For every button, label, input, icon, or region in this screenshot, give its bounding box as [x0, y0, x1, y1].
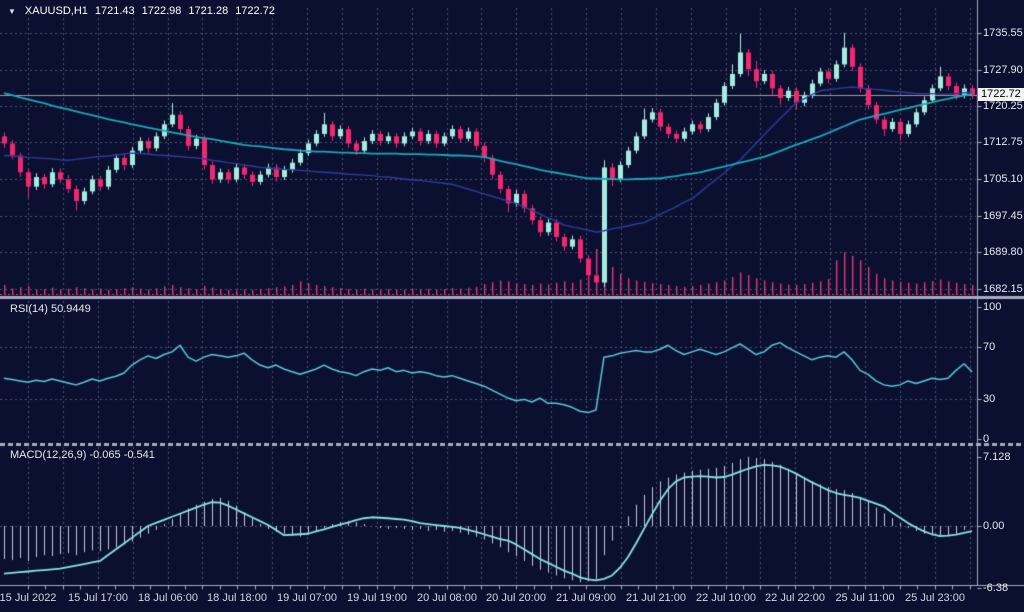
- ohlc-low: 1721.28: [188, 5, 229, 17]
- chevron-down-icon[interactable]: ▼: [8, 6, 16, 16]
- rsi-axis-label: 100: [983, 301, 1002, 313]
- time-axis-label: 19 Jul 07:00: [277, 592, 337, 604]
- time-axis-label: 25 Jul 11:00: [835, 592, 895, 604]
- rsi-axis-label: 0: [983, 433, 990, 445]
- chart-header: ▼ XAUUSD,H1 1721.43 1722.98 1721.28 1722…: [8, 5, 275, 17]
- macd-axis-label: 0.00: [983, 520, 1005, 532]
- ohlc-open: 1721.43: [94, 5, 135, 17]
- price-axis-label: 1689.80: [983, 246, 1023, 258]
- price-axis-label: 1697.45: [983, 210, 1023, 222]
- time-axis-label: 21 Jul 09:00: [556, 592, 616, 604]
- time-axis-label: 19 Jul 19:00: [347, 592, 407, 604]
- time-axis-label: 25 Jul 23:00: [905, 592, 965, 604]
- price-axis-label: 1735.55: [983, 27, 1023, 39]
- rsi-axis-label: 30: [983, 393, 996, 405]
- ohlc-high: 1722.98: [141, 5, 182, 17]
- rsi-axis-label: 70: [983, 341, 996, 353]
- time-axis-label: 15 Jul 2022: [0, 592, 57, 604]
- price-axis-label: 1682.15: [983, 283, 1023, 295]
- price-axis-label: 1705.10: [983, 173, 1023, 185]
- price-axis-label: 1712.75: [983, 136, 1023, 148]
- price-axis-label: 1720.25: [983, 100, 1023, 112]
- rsi-indicator-label: RSI(14) 50.9449: [10, 303, 91, 315]
- time-axis-label: 22 Jul 10:00: [696, 592, 756, 604]
- macd-indicator-label: MACD(12,26,9) -0.065 -0.541: [10, 449, 155, 461]
- time-axis-label: 22 Jul 22:00: [765, 592, 825, 604]
- time-axis-label: 18 Jul 18:00: [207, 592, 267, 604]
- time-axis-label: 18 Jul 06:00: [138, 592, 198, 604]
- macd-axis-label: 7.128: [983, 451, 1011, 463]
- macd-axis-label: -6.38: [983, 582, 1009, 594]
- time-axis-label: 20 Jul 20:00: [486, 592, 546, 604]
- symbol-timeframe-label: XAUUSD,H1: [24, 5, 88, 17]
- price-axis-label: 1727.90: [983, 64, 1023, 76]
- current-price-tag: 1722.72: [978, 88, 1024, 101]
- ohlc-close: 1722.72: [235, 5, 275, 17]
- time-axis-label: 15 Jul 17:00: [68, 592, 128, 604]
- time-axis-label: 21 Jul 21:00: [626, 592, 686, 604]
- time-axis-label: 20 Jul 08:00: [417, 592, 477, 604]
